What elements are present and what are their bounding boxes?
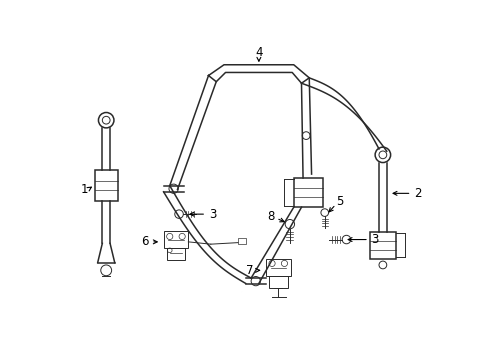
Text: 4: 4 (255, 46, 263, 59)
Bar (269, 276, 288, 288)
Text: 3: 3 (371, 233, 379, 246)
Text: 1: 1 (81, 183, 88, 196)
Bar (369, 232, 396, 259)
Text: 5: 5 (337, 194, 344, 208)
Text: 7: 7 (246, 264, 253, 277)
Text: 3: 3 (209, 208, 216, 221)
Text: 6: 6 (141, 235, 148, 248)
Bar (164, 231, 188, 248)
Text: 8: 8 (267, 210, 274, 223)
Bar (167, 248, 185, 260)
Bar (95, 170, 118, 201)
Bar (238, 238, 245, 244)
Text: 2: 2 (414, 187, 421, 200)
Bar (294, 178, 323, 207)
Bar (266, 259, 291, 276)
